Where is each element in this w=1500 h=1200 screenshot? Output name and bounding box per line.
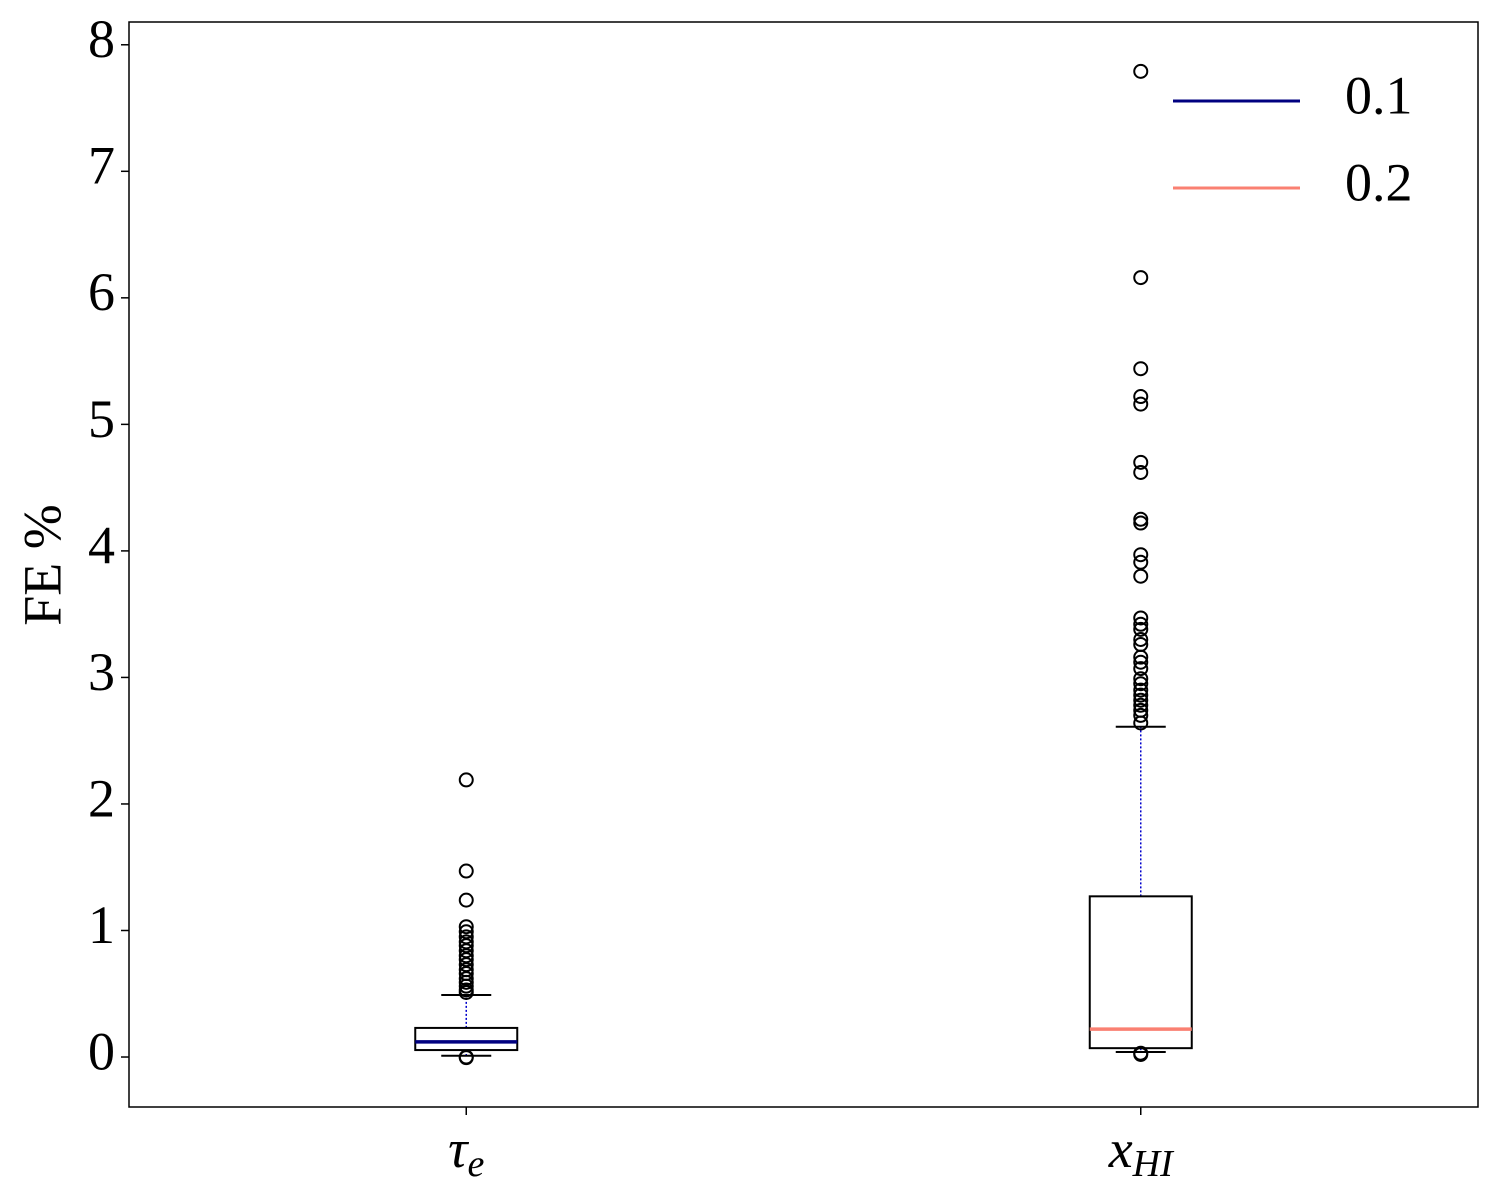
outlier [1133, 568, 1149, 584]
y-tick-label: 2 [88, 768, 115, 828]
y-tick-label: 4 [88, 515, 115, 575]
legend-label: 0.1 [1345, 65, 1413, 125]
outlier [458, 1050, 474, 1066]
legend-label: 0.2 [1345, 152, 1413, 212]
outlier [1133, 63, 1149, 79]
outlier [1133, 621, 1149, 637]
outlier [458, 919, 474, 935]
outlier [1133, 554, 1149, 570]
outlier [458, 984, 474, 1000]
outlier [1133, 631, 1149, 647]
box [414, 1026, 519, 1052]
outlier [1133, 396, 1149, 412]
y-tick-label: 5 [88, 389, 115, 449]
outlier [1133, 361, 1149, 377]
outlier [1133, 1046, 1149, 1062]
y-tick-label: 7 [88, 136, 115, 196]
outlier [1133, 464, 1149, 480]
outlier [1133, 454, 1149, 470]
outlier [1133, 697, 1149, 713]
outlier [1133, 547, 1149, 563]
plot-frame [128, 21, 1479, 1108]
outlier [458, 863, 474, 879]
outlier [1133, 671, 1149, 687]
outlier [1133, 676, 1149, 692]
x-tick-label: τe [448, 1119, 484, 1184]
y-tick-label: 3 [88, 642, 115, 702]
outlier [1133, 270, 1149, 286]
y-tick-label: 8 [88, 9, 115, 69]
y-tick-label: 6 [88, 262, 115, 322]
outlier [1133, 715, 1149, 731]
y-axis-label: FE % [12, 504, 72, 626]
outlier [1133, 707, 1149, 723]
outlier [1133, 654, 1149, 670]
x-tick-label: xHI [1108, 1119, 1175, 1184]
box [1088, 895, 1193, 1050]
outlier [1133, 389, 1149, 405]
outlier [1133, 692, 1149, 708]
outlier [1133, 511, 1149, 527]
outlier [1133, 682, 1149, 698]
y-tick-label: 0 [88, 1021, 115, 1081]
outlier [458, 974, 474, 990]
outlier [1133, 515, 1149, 531]
outlier [1133, 661, 1149, 677]
outlier [458, 772, 474, 788]
outlier [1133, 649, 1149, 665]
outlier [1133, 687, 1149, 703]
outlier [458, 978, 474, 994]
outlier [458, 892, 474, 908]
outlier [1133, 616, 1149, 632]
outlier [1133, 610, 1149, 626]
y-tick-label: 1 [88, 895, 115, 955]
